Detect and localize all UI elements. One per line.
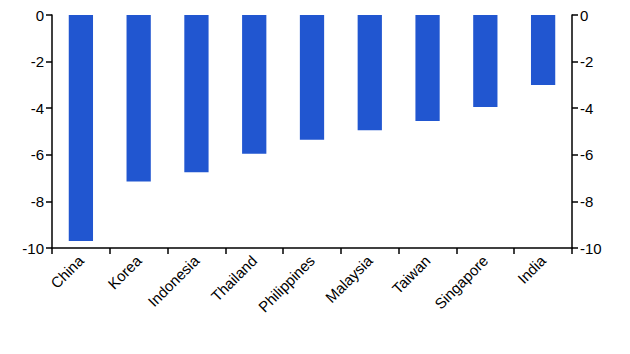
svg-text:Thailand: Thailand bbox=[208, 252, 261, 305]
svg-text:-8: -8 bbox=[31, 193, 44, 210]
svg-text:-6: -6 bbox=[31, 146, 44, 163]
svg-text:-2: -2 bbox=[580, 53, 593, 70]
svg-text:0: 0 bbox=[580, 7, 588, 24]
svg-text:-10: -10 bbox=[22, 240, 44, 257]
svg-text:Philippines: Philippines bbox=[255, 252, 318, 315]
svg-text:-4: -4 bbox=[31, 100, 44, 117]
svg-text:Korea: Korea bbox=[104, 252, 145, 293]
svg-text:-10: -10 bbox=[580, 240, 602, 257]
svg-text:-4: -4 bbox=[580, 100, 593, 117]
svg-text:China: China bbox=[47, 252, 87, 292]
svg-text:Taiwan: Taiwan bbox=[389, 252, 434, 297]
svg-text:Malaysia: Malaysia bbox=[322, 252, 376, 306]
svg-text:0: 0 bbox=[36, 7, 44, 24]
svg-text:-6: -6 bbox=[580, 146, 593, 163]
svg-text:-2: -2 bbox=[31, 53, 44, 70]
svg-text:Indonesia: Indonesia bbox=[144, 252, 202, 310]
svg-text:India: India bbox=[514, 252, 549, 287]
svg-text:Singapore: Singapore bbox=[431, 252, 491, 312]
svg-text:-8: -8 bbox=[580, 193, 593, 210]
